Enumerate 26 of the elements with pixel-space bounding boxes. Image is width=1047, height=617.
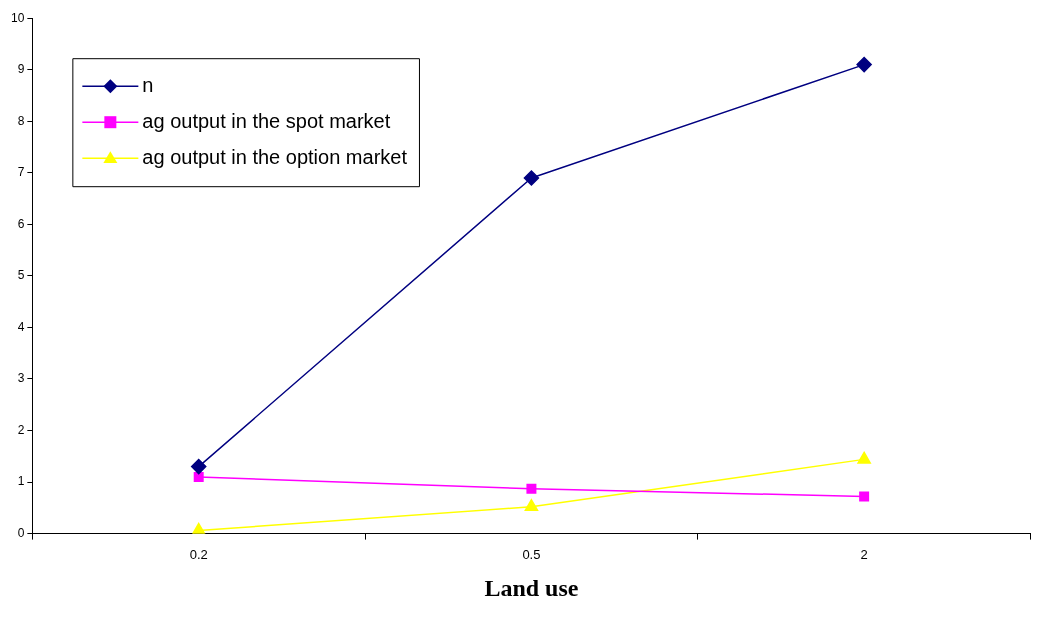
point <box>524 499 539 512</box>
y-tick-label: 10 <box>10 10 25 25</box>
point <box>857 451 871 464</box>
x-tick-label: 0.5 <box>522 546 541 562</box>
point <box>526 483 537 494</box>
y-tick-label: 7 <box>17 165 25 180</box>
y-tick-label: 1 <box>17 474 25 489</box>
x-tick-label: 2 <box>860 546 868 562</box>
y-tick-label: 3 <box>17 371 25 386</box>
y-tick-label: 4 <box>17 319 25 334</box>
x-tick-label: 0.2 <box>189 546 208 562</box>
legend-label: ag output in the spot market <box>142 109 391 132</box>
y-tick-label: 9 <box>17 62 25 77</box>
legend-label: ag output in the option market <box>142 145 408 168</box>
point <box>190 458 207 475</box>
y-tick-label: 0 <box>17 525 25 540</box>
point <box>193 471 204 482</box>
y-tick-label: 5 <box>17 268 25 283</box>
y-tick-label: 8 <box>17 113 25 128</box>
point <box>523 170 540 186</box>
y-tick-label: 2 <box>17 422 25 437</box>
legend-label: n <box>142 73 154 96</box>
point <box>859 491 870 502</box>
y-tick-label: 6 <box>17 216 25 231</box>
x-axis-title: Land use <box>484 574 579 601</box>
point <box>856 56 872 73</box>
